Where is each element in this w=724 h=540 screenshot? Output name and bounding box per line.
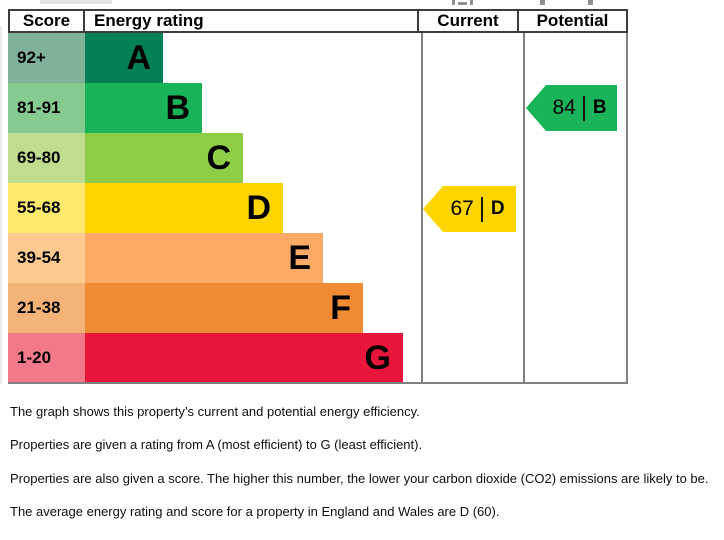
cropped-text-artifact [540,0,545,5]
current-rating-score: 67 [450,197,474,220]
band-row-a: 92+ A [8,33,628,83]
band-letter-e: E [288,239,311,277]
potential-rating-letter: B [592,97,607,118]
current-rating-pointer: 67 D [423,186,516,232]
score-column-header: Score [10,11,85,31]
band-bar-c: C [85,133,243,183]
band-bar-a: A [85,33,163,83]
score-range-g: 1-20 [8,333,85,383]
footer-paragraph-average: The average energy rating and score for … [10,504,500,519]
band-row-f: 21-38 F [8,283,628,333]
score-range-c: 69-80 [8,133,85,183]
potential-rating-score: 84 [552,96,576,119]
potential-column-header: Potential [536,11,609,30]
energy-rating-column-header: Energy rating [85,11,419,31]
cropped-text-artifact [458,2,467,5]
score-range-b: 81-91 [8,83,85,133]
band-row-e: 39-54 E [8,233,628,283]
potential-column-left-gridline [523,33,525,382]
score-range-e: 39-54 [8,233,85,283]
band-bar-d: D [85,183,283,233]
band-letter-g: G [364,339,391,377]
current-column-header: Current [419,11,519,31]
energy-rating-chart: Score Energy rating Current Potential 92… [8,9,628,384]
score-range-d: 55-68 [8,183,85,233]
footer-paragraph-rating-scale: Properties are given a rating from A (mo… [10,437,423,452]
cropped-text-artifact [40,0,112,4]
chart-right-gridline [626,33,628,382]
rating-bands: 92+ A 81-91 B 69-80 C 55-68 D 39-54 E 21-38 F 1-20 G [8,33,628,383]
band-row-b: 81-91 B [8,83,628,133]
current-rating-letter: D [490,198,505,219]
band-row-g: 1-20 G [8,333,628,383]
page-edge-artifact [0,26,2,384]
band-letter-a: A [126,39,151,77]
band-bar-b: B [85,83,202,133]
cropped-text-artifact [452,0,455,5]
band-bar-f: F [85,283,363,333]
current-column-left-gridline [421,33,423,382]
score-range-f: 21-38 [8,283,85,333]
band-letter-f: F [330,289,351,327]
band-bar-g: G [85,333,403,383]
band-letter-d: D [246,189,271,227]
band-row-d: 55-68 D [8,183,628,233]
band-letter-b: B [165,89,190,127]
band-bar-e: E [85,233,323,283]
band-letter-c: C [206,139,231,177]
footer-paragraph-score: Properties are also given a score. The h… [10,471,709,486]
cropped-text-artifact [588,0,593,5]
footer-paragraph-efficiency: The graph shows this property’s current … [10,404,420,419]
band-row-c: 69-80 C [8,133,628,183]
pointer-divider [480,196,483,222]
pointer-divider [582,95,585,121]
chart-header-row: Score Energy rating Current Potential [8,9,628,33]
potential-rating-pointer: 84 B [526,85,617,131]
chart-bottom-gridline [8,382,628,384]
cropped-text-artifact [470,0,473,5]
score-range-a: 92+ [8,33,85,83]
